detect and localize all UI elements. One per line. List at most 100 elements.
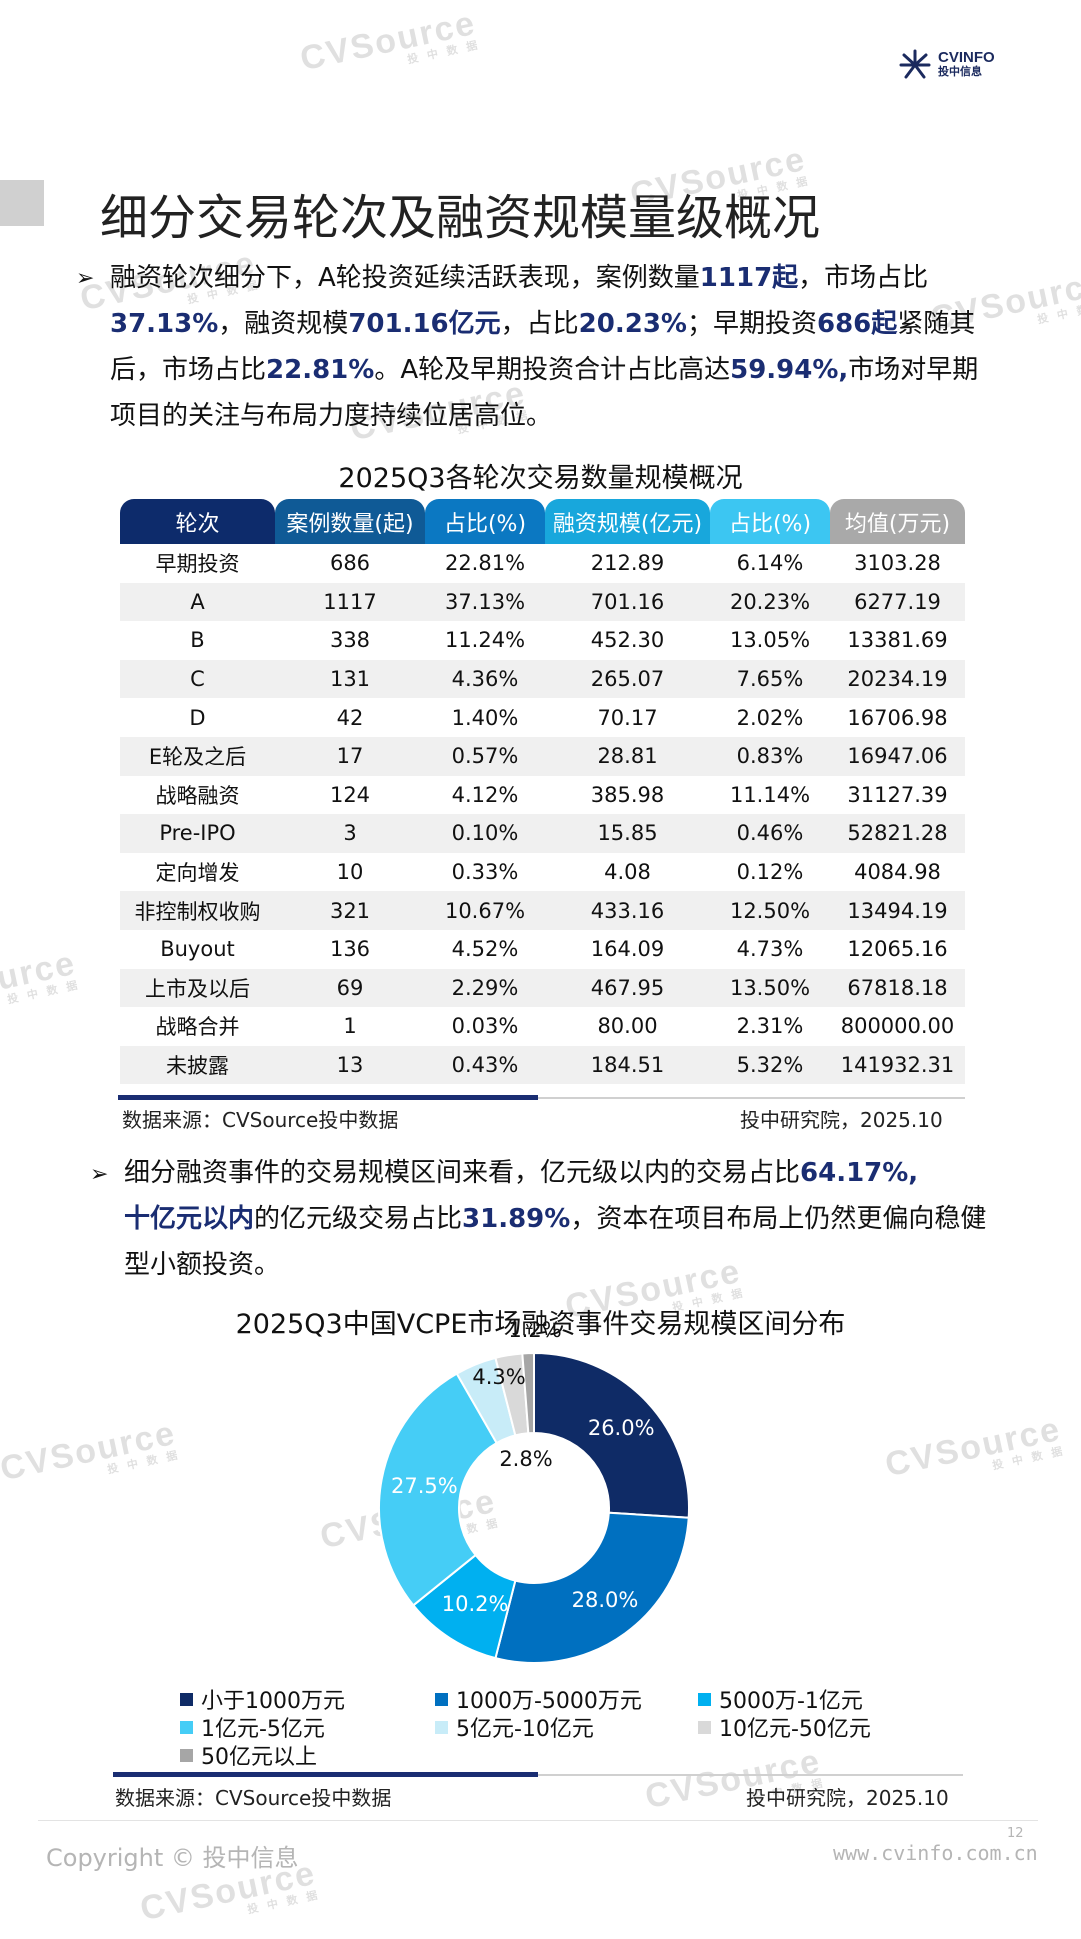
table-cell: 70.17: [545, 698, 710, 737]
logo-cn: 投中信息: [938, 65, 982, 78]
table-cell: 686: [275, 544, 425, 583]
table-cell-round: 上市及以后: [120, 968, 275, 1008]
table-cell: 2.29%: [425, 968, 545, 1008]
page-number: 12: [1007, 1826, 1024, 1841]
table-cell: 31127.39: [830, 775, 965, 815]
table-cell-round: Pre-IPO: [120, 814, 275, 853]
table-cell: 22.81%: [425, 544, 545, 583]
table-cell-round: A: [120, 582, 275, 622]
table-cell: 17: [275, 736, 425, 776]
table-header-row: 轮次 案例数量(起) 占比(%) 融资规模(亿元) 占比(%) 均值(万元): [120, 499, 965, 544]
table-cell: 4.52%: [425, 929, 545, 969]
table-cell: 3103.28: [830, 544, 965, 583]
donut-slice-3: [378, 1372, 499, 1607]
table-cell-round: B: [120, 621, 275, 660]
table-header-5: 均值(万元): [830, 499, 965, 544]
table-cell: 0.33%: [425, 852, 545, 892]
legend-swatch: [180, 1748, 193, 1762]
table-cell-round: 非控制权收购: [120, 891, 275, 930]
chart-title: 2025Q3中国VCPE市场融资事件交易规模区间分布: [235, 1309, 846, 1340]
table-cell: 4084.98: [830, 852, 965, 892]
table-row: 定向增发 10 0.33% 4.08 0.12% 4084.98: [120, 852, 965, 892]
table-cell: 12065.16: [830, 929, 965, 969]
legend-item: 1000万-5000万元: [435, 1683, 642, 1715]
chart-bottom-rule: [538, 1774, 963, 1776]
table-row: A 1117 37.13% 701.16 20.23% 6277.19: [120, 582, 965, 622]
table-cell: 212.89: [545, 544, 710, 583]
table-row: E轮及之后 17 0.57% 28.81 0.83% 16947.06: [120, 736, 965, 776]
donut-slice-6: [521, 1351, 535, 1435]
legend-swatch: [435, 1692, 448, 1706]
table-cell: 452.30: [545, 621, 710, 660]
chart-bottom-accent: [113, 1772, 538, 1777]
table-cell: 124: [275, 775, 425, 815]
table-cell: 184.51: [545, 1045, 710, 1085]
table-header-2: 占比(%): [425, 499, 545, 544]
legend-swatch: [180, 1692, 193, 1706]
table-cell: 4.08: [545, 852, 710, 892]
legend-label: 50亿元以上: [201, 1745, 317, 1770]
table-header-0: 轮次: [120, 499, 275, 544]
table-cell: 13381.69: [830, 621, 965, 660]
scale-paragraph: 细分融资事件的交易规模区间来看，亿元级以内的交易占比64.17%, 十亿元以内的亿…: [124, 1158, 987, 1280]
table-cell: 16706.98: [830, 698, 965, 737]
table-cell: 15.85: [545, 814, 710, 853]
legend-swatch: [698, 1692, 711, 1706]
chart-org: 投中研究院，2025.10: [746, 1786, 949, 1810]
legend-label: 5亿元-10亿元: [456, 1717, 594, 1742]
table-cell: 52821.28: [830, 814, 965, 853]
legend-item: 小于1000万元: [180, 1683, 345, 1715]
donut-chart: [378, 1351, 690, 1664]
table-cell: 69: [275, 968, 425, 1008]
table-header-3: 融资规模(亿元): [545, 499, 710, 544]
table-cell: 20.23%: [710, 582, 830, 622]
table-cell: 67818.18: [830, 968, 965, 1008]
table-cell: 2.02%: [710, 698, 830, 737]
table-cell: 10.67%: [425, 891, 545, 930]
legend-item: 50亿元以上: [180, 1739, 317, 1771]
table-cell: 0.10%: [425, 814, 545, 853]
footer-url: www.cvinfo.com.cn: [833, 1841, 1038, 1865]
table-cell: 12.50%: [710, 891, 830, 930]
table-cell: 20234.19: [830, 659, 965, 699]
table-row: 战略融资 124 4.12% 385.98 11.14% 31127.39: [120, 775, 965, 815]
table-cell: 141932.31: [830, 1045, 965, 1085]
page-title: 细分交易轮次及融资规模量级概况: [100, 190, 821, 246]
donut-slice-1: [494, 1511, 690, 1664]
table-row: Pre-IPO 3 0.10% 15.85 0.46% 52821.28: [120, 814, 965, 853]
table-cell-round: D: [120, 698, 275, 737]
table-cell: 42: [275, 698, 425, 737]
legend-swatch: [435, 1720, 448, 1734]
table-cell: 16947.06: [830, 736, 965, 776]
table-row: 早期投资 686 22.81% 212.89 6.14% 3103.28: [120, 544, 965, 583]
table-cell: 1117: [275, 582, 425, 622]
table-cell-round: 战略融资: [120, 775, 275, 815]
table-row: C 131 4.36% 265.07 7.65% 20234.19: [120, 659, 965, 699]
table-cell: 4.12%: [425, 775, 545, 815]
table-cell: 136: [275, 929, 425, 969]
table-row: B 338 11.24% 452.30 13.05% 13381.69: [120, 621, 965, 660]
table-cell: 13.50%: [710, 968, 830, 1008]
table-cell: 265.07: [545, 659, 710, 699]
table-cell: 131: [275, 659, 425, 699]
table-cell: 433.16: [545, 891, 710, 930]
legend-label: 5000万-1亿元: [719, 1689, 863, 1714]
legend-item: 5亿元-10亿元: [435, 1711, 594, 1743]
round-summary-table: 轮次 案例数量(起) 占比(%) 融资规模(亿元) 占比(%) 均值(万元) 早期投资 68…: [120, 499, 965, 1085]
intro-paragraph: 融资轮次细分下，A轮投资延续活跃表现，案例数量1117起，市场占比37.13%，…: [110, 263, 979, 431]
logo-brand: CVINFO: [938, 49, 995, 66]
table-cell: 11.14%: [710, 775, 830, 815]
table-cell: 0.03%: [425, 1007, 545, 1046]
legend-label: 1亿元-5亿元: [201, 1717, 325, 1742]
table-cell: 321: [275, 891, 425, 930]
footer-copyright: Copyright © 投中信息: [46, 1844, 299, 1872]
table-cell: 13.05%: [710, 621, 830, 660]
table-source: 数据来源：CVSource投中数据: [122, 1108, 399, 1132]
table-row: 上市及以后 69 2.29% 467.95 13.50% 67818.18: [120, 968, 965, 1008]
table-cell: 13494.19: [830, 891, 965, 930]
table-cell: 0.46%: [710, 814, 830, 853]
table-cell: 338: [275, 621, 425, 660]
table-cell: 6.14%: [710, 544, 830, 583]
table-row: Buyout 136 4.52% 164.09 4.73% 12065.16: [120, 929, 965, 969]
